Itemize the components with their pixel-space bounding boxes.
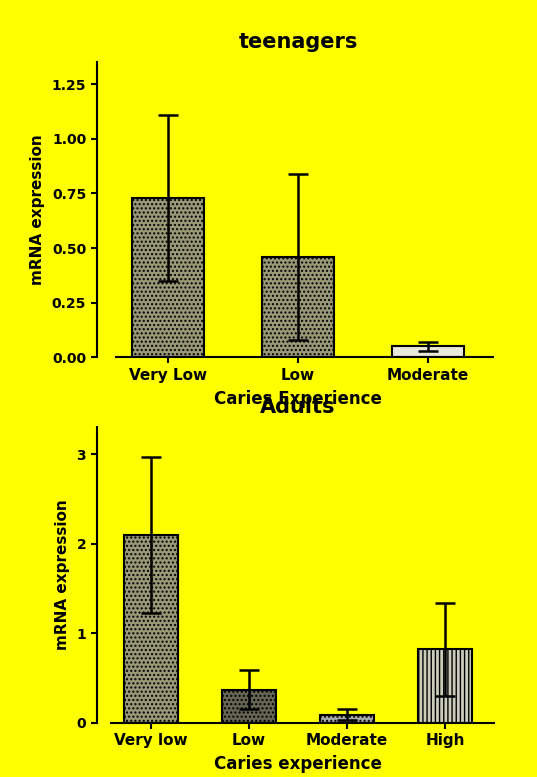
Bar (320, 715, 374, 723)
Bar (133, 198, 204, 357)
Y-axis label: mRNA expression: mRNA expression (55, 500, 70, 650)
Y-axis label: mRNA expression: mRNA expression (30, 134, 45, 285)
Bar (222, 689, 276, 723)
Bar (262, 257, 334, 357)
Bar (124, 535, 178, 723)
Title: teenagers: teenagers (238, 33, 358, 52)
X-axis label: Caries experience: Caries experience (214, 755, 382, 773)
X-axis label: Caries Experience: Caries Experience (214, 390, 382, 408)
Bar (392, 347, 463, 357)
Title: Adults: Adults (260, 398, 336, 417)
Bar (418, 650, 473, 723)
